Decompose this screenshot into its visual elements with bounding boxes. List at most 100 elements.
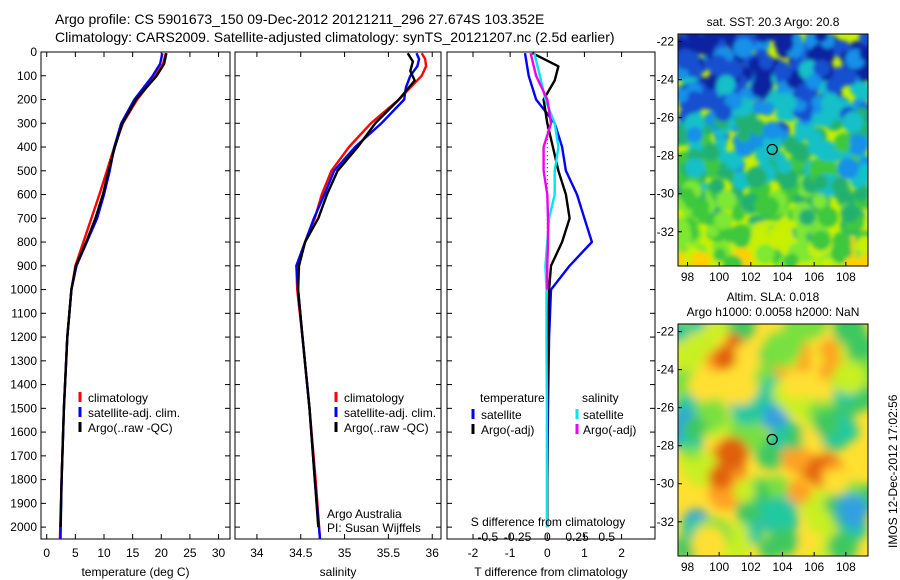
map-cell [776, 35, 794, 53]
map-cell [847, 134, 868, 156]
y-tick-label: 1600 [10, 425, 37, 439]
map-cell [817, 109, 835, 128]
map-cell [820, 258, 835, 266]
map-cell [808, 158, 830, 179]
map-cell [783, 324, 810, 338]
y-tick-label: 1100 [11, 306, 37, 320]
y-tick-label: 1800 [10, 473, 37, 487]
map-cell [832, 324, 867, 346]
x-tick-label: 10 [97, 546, 111, 560]
map-cell [777, 168, 799, 190]
map-cell [775, 92, 797, 114]
map-cell [859, 34, 868, 46]
map-cell [769, 428, 789, 449]
legend-entry: Argo(..raw -QC) [88, 421, 173, 435]
top-axis-label: S difference from climatology [471, 515, 626, 529]
argo-position-marker [766, 143, 778, 156]
map-cell [762, 121, 782, 140]
map-cell [810, 230, 832, 251]
plot-area-1 [40, 51, 231, 540]
map-cell [733, 481, 756, 503]
map-2-title: Altim. SLA: 0.018 [727, 290, 820, 304]
map-cell [691, 526, 727, 556]
x-tick-label: 15 [126, 546, 140, 560]
map-x-tick-label: 102 [741, 560, 761, 574]
map-cell [698, 88, 720, 110]
x-axis-label: temperature (deg C) [81, 565, 189, 579]
y-tick-label: 0 [30, 45, 37, 59]
x-tick-label: 0 [544, 546, 551, 560]
chart-title-line2: Climatology: CARS2009. Satellite-adjuste… [55, 29, 615, 45]
legend-title: temperature [480, 391, 545, 405]
map-x-tick-label: 102 [741, 270, 761, 284]
legend-entry: satellite [481, 408, 522, 422]
map-cell [731, 208, 745, 222]
map-cell [679, 456, 699, 476]
map-cell [774, 226, 794, 246]
y-tick-label: 1500 [10, 401, 37, 415]
map-cell [733, 37, 754, 59]
top-tick-label: 0.25 [565, 530, 589, 544]
map-cell [713, 248, 727, 262]
x-tick-label: 35 [338, 546, 352, 560]
map-y-tick-label: -32 [657, 515, 675, 529]
y-tick-label: 600 [17, 188, 37, 202]
map-cell [799, 530, 823, 554]
map-cell [690, 251, 711, 266]
map-cell [678, 48, 696, 70]
map-2-field [678, 324, 868, 556]
map-cell [827, 531, 858, 556]
map-y-tick-label: -26 [657, 111, 675, 125]
map-cell [749, 119, 767, 137]
map-cell [812, 194, 828, 209]
y-tick-label: 1700 [10, 449, 37, 463]
map-cell [752, 221, 769, 239]
x-axis-label: T difference from climatology [474, 565, 628, 579]
legend-entry: climatology [344, 391, 404, 405]
map-x-tick-label: 106 [804, 270, 824, 284]
map-cell [716, 74, 736, 95]
map-cell [688, 369, 721, 402]
map-cell [840, 68, 858, 86]
y-tick-label: 1400 [10, 378, 37, 392]
map-cell [856, 235, 868, 254]
map-cell [810, 378, 834, 402]
y-tick-label: 400 [17, 140, 37, 154]
map-cell [766, 475, 789, 498]
x-tick-label: 34.5 [289, 546, 313, 560]
map-x-tick-label: 108 [836, 560, 856, 574]
map-cell [686, 34, 700, 43]
map-cell [708, 464, 733, 490]
map-cell [678, 324, 689, 343]
y-tick-label: 300 [17, 116, 37, 130]
x-tick-label: 1 [581, 546, 588, 560]
map-cell [857, 254, 868, 266]
x-tick-label: 30 [212, 546, 226, 560]
map-x-tick-label: 100 [709, 560, 729, 574]
map-2-subtitle: Argo h1000: 0.0058 h2000: NaN [687, 305, 860, 319]
legend-entry: satellite-adj. clim. [344, 406, 436, 420]
map-cell [707, 55, 730, 77]
y-tick-label: 500 [17, 164, 37, 178]
y-tick-label: 1900 [10, 496, 37, 510]
map-cell [729, 522, 749, 542]
map-cell [678, 88, 689, 103]
map-cell [715, 436, 749, 471]
top-tick-label: -0.25 [504, 530, 532, 544]
map-cell [773, 63, 792, 82]
map-cell [678, 224, 692, 247]
chart-title-line1: Argo profile: CS 5901673_150 09-Dec-2012… [55, 11, 545, 27]
legend-title: salinity [582, 391, 619, 405]
map-cell [679, 187, 695, 203]
map-x-tick-label: 106 [804, 560, 824, 574]
map-cell [683, 416, 707, 440]
map-cell [709, 178, 725, 194]
map-cell [837, 157, 859, 180]
map-cell [830, 176, 849, 195]
map-x-tick-label: 100 [709, 270, 729, 284]
series-line-argo---raw--qc- [59, 52, 168, 528]
map-cell [807, 130, 823, 146]
map-cell [734, 136, 756, 158]
map-cell [834, 136, 851, 153]
